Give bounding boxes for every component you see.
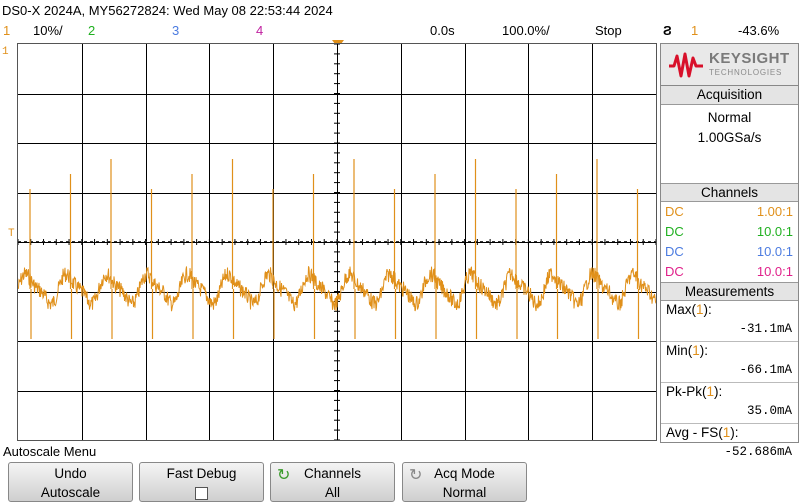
acq-mode-button[interactable]: ↻ Acq Mode Normal [402,462,527,502]
channel-row-1[interactable]: DC 1.00:1 [661,202,798,222]
waveform-canvas [18,44,656,440]
softkey-line1: Channels [303,466,362,481]
measurements-header[interactable]: Measurements [661,282,798,301]
ch3-coupling: DC [665,244,684,259]
ch2-number[interactable]: 2 [88,23,96,38]
ch4-coupling: DC [665,264,684,279]
time-delay[interactable]: 0.0s [430,23,455,38]
channel-row-3[interactable]: DC 10.0:1 [661,242,798,262]
measurement-label: Max(1): [666,302,712,317]
timebase-scale[interactable]: 100.0%/ [502,23,550,38]
brand-sub: TECHNOLOGIES [709,68,783,77]
fast-debug-checkbox[interactable] [195,486,208,500]
status-bar: 1 10%/ 2 3 4 0.0s 100.0%/ Stop Ϩ 1 -43.6… [0,22,800,40]
measurement-label: Avg - FS(1): [666,425,739,440]
menu-title: Autoscale Menu [3,444,97,459]
trigger-edge-icon: Ϩ [663,23,672,38]
acquisition-header[interactable]: Acquisition [661,86,798,105]
side-panel: KEYSIGHT TECHNOLOGIES Acquisition Normal… [660,43,799,459]
channels-list: DC 1.00:1 DC 10.0:1 DC 10.0:1 DC 10.0:1 [661,202,798,282]
brand-name: KEYSIGHT [709,50,790,67]
trigger-level[interactable]: -43.6% [738,23,780,38]
ch2-coupling: DC [665,224,684,239]
channel-row-4[interactable]: DC 10.0:1 [661,262,798,282]
softkey-line2: All [324,485,340,500]
sample-rate: 1.00GSa/s [697,130,762,145]
measurement-value: -52.686mA [724,445,792,459]
run-state: Stop [595,23,622,38]
trigger-level-marker[interactable]: T [8,228,15,240]
softkey-line1: Fast Debug [166,466,237,481]
acquisition-mode: Normal [707,110,752,125]
measurement-value: 35.0mA [746,404,792,418]
measurement-pkpk[interactable]: Pk-Pk(1): 35.0mA [661,382,798,423]
ch2-probe-ratio: 10.0:1 [756,224,793,239]
title-bar: DS0-X 2024A, MY56272824: Wed May 08 22:5… [0,0,800,22]
ch1-trace [18,266,656,312]
ch1-scale[interactable]: 10%/ [33,23,63,38]
ch1-coupling: DC [665,204,684,219]
ch3-number[interactable]: 3 [172,23,180,38]
waveform-display[interactable] [17,43,657,441]
rotate-knob-icon: ↻ [277,467,291,484]
measurement-label: Pk-Pk(1): [666,384,723,399]
channel-row-2[interactable]: DC 10.0:1 [661,222,798,242]
ch1-number[interactable]: 1 [3,23,11,38]
rotate-knob-icon: ↻ [409,467,423,484]
ch4-number[interactable]: 4 [256,23,264,38]
softkey-line2: Autoscale [40,485,101,500]
ch1-ground-marker[interactable]: 1 [2,46,9,58]
measurement-value: -66.1mA [739,363,792,377]
fast-debug-button[interactable]: Fast Debug [139,462,264,502]
ch3-probe-ratio: 10.0:1 [756,244,793,259]
ch1-probe-ratio: 1.00:1 [756,204,793,219]
measurement-label: Min(1): [666,343,709,358]
undo-autoscale-button[interactable]: Undo Autoscale [8,462,133,502]
keysight-logo: KEYSIGHT TECHNOLOGIES [661,44,798,86]
keysight-wave-icon [669,52,703,78]
measurement-min[interactable]: Min(1): -66.1mA [661,341,798,382]
measurement-value: -31.1mA [739,322,792,336]
softkey-line1: Undo [54,466,87,481]
measurements-list: Max(1): -31.1mA Min(1): -66.1mA Pk-Pk(1)… [661,301,798,464]
measurement-max[interactable]: Max(1): -31.1mA [661,301,798,341]
ch4-probe-ratio: 10.0:1 [756,264,793,279]
softkey-line2: Normal [442,485,487,500]
softkey-line1: Acq Mode [434,466,495,481]
acquisition-info: Normal 1.00GSa/s [661,105,798,183]
trigger-source[interactable]: 1 [691,23,699,38]
measurement-avg[interactable]: Avg - FS(1): -52.686mA [661,423,798,464]
channels-all-button[interactable]: ↻ Channels All [270,462,395,502]
channels-header[interactable]: Channels [661,183,798,202]
